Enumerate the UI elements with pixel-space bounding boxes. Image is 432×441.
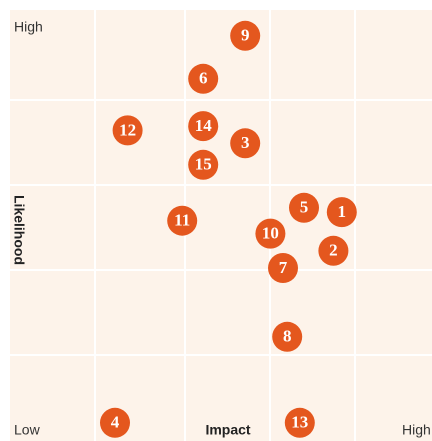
point-label: 7	[279, 258, 288, 277]
risk-point	[188, 111, 219, 142]
risk-point	[318, 235, 349, 266]
x-axis-title: Impact	[205, 422, 250, 438]
risk-point	[268, 253, 298, 283]
point-label: 13	[291, 413, 308, 432]
point-label: 6	[199, 69, 208, 88]
risk-point	[255, 218, 286, 249]
risk-point	[230, 128, 261, 159]
y-high-label: High	[14, 19, 43, 35]
point-label: 15	[195, 155, 212, 174]
point-label: 4	[111, 413, 120, 432]
plot-background	[10, 10, 432, 441]
point-label: 3	[241, 133, 250, 152]
point-label: 8	[283, 327, 292, 346]
point-label: 10	[262, 224, 279, 243]
risk-point	[272, 321, 303, 352]
risk-point	[188, 63, 219, 94]
point-label: 1	[338, 202, 347, 221]
risk-point	[326, 197, 357, 228]
y-axis-title: Likelihood	[11, 195, 27, 265]
point-label: 2	[329, 241, 338, 260]
risk-point	[230, 20, 261, 51]
point-label: 11	[174, 211, 190, 230]
point-label: 14	[195, 116, 213, 135]
risk-point	[284, 407, 315, 438]
x-high-label: High	[402, 422, 431, 438]
risk-point	[112, 115, 143, 146]
point-label: 5	[300, 198, 309, 217]
risk-point	[100, 407, 130, 438]
point-label: 12	[119, 120, 136, 139]
risk-point	[289, 192, 319, 223]
risk-point	[167, 205, 198, 236]
risk-point	[188, 149, 219, 180]
point-label: 9	[241, 26, 250, 45]
x-low-label: Low	[14, 422, 41, 438]
